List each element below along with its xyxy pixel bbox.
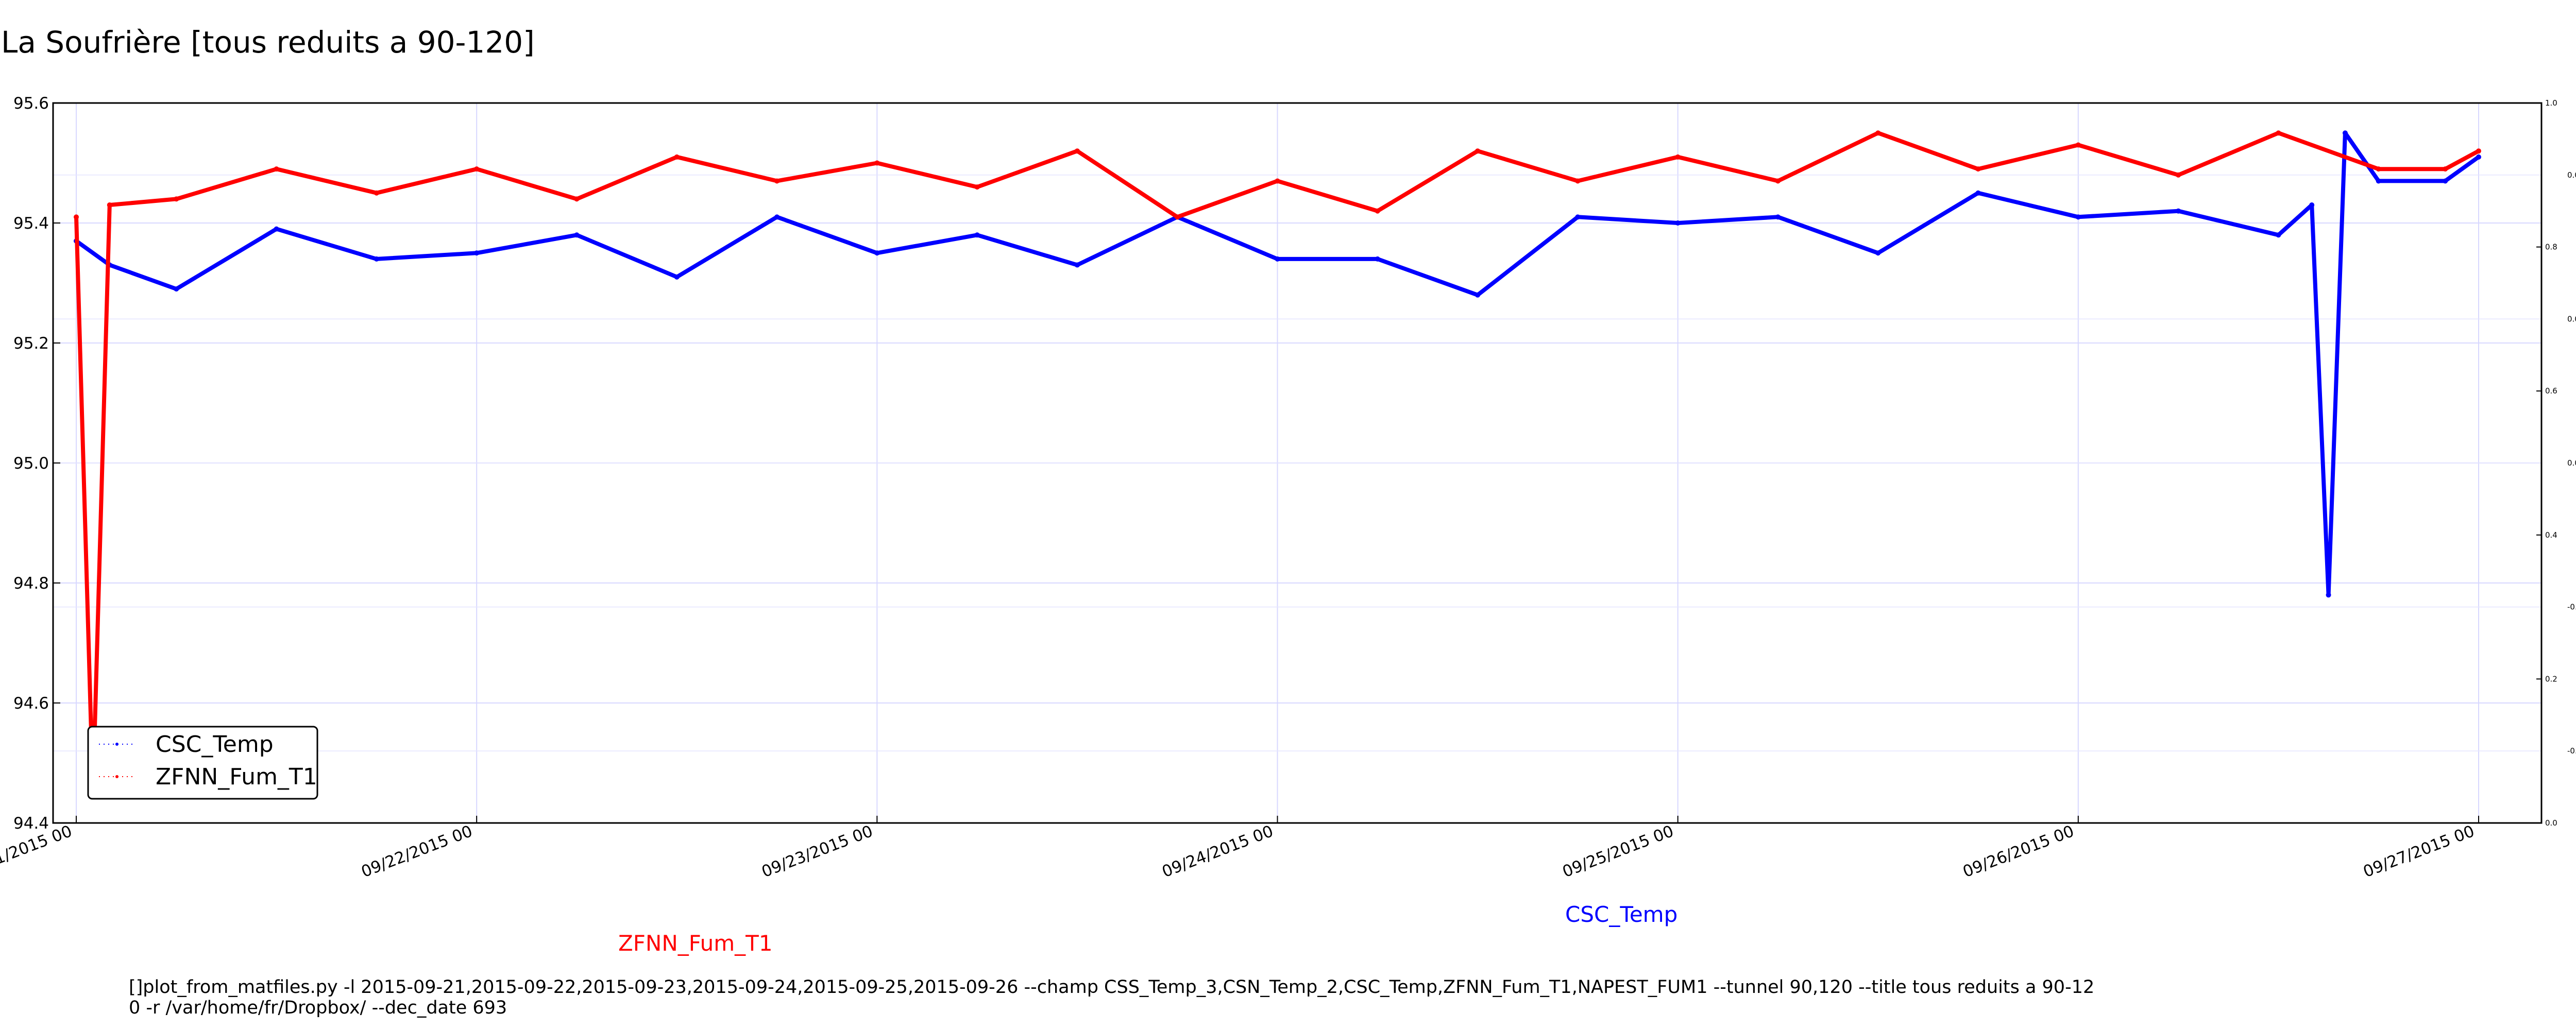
series-point-zfnn-fum-t1-0 <box>74 214 79 220</box>
series-point-csc-temp-9 <box>874 250 880 256</box>
series-point-csc-temp-11 <box>1074 262 1080 268</box>
series-line-csc-temp <box>74 131 2481 597</box>
legend-marker-csc-temp <box>115 743 118 746</box>
series-point-csc-temp-29 <box>2476 154 2481 160</box>
legend-box <box>87 726 318 800</box>
series-point-csc-temp-23 <box>2276 232 2281 238</box>
y-tick-label-6: 95.6 <box>13 94 49 113</box>
series-point-csc-temp-3 <box>274 226 279 232</box>
series-point-csc-temp-24 <box>2309 202 2315 208</box>
series-point-csc-temp-14 <box>1375 256 1380 262</box>
y-tick-label-3: 95.0 <box>13 454 49 473</box>
series-point-csc-temp-25 <box>2326 592 2331 598</box>
series-point-csc-temp-4 <box>374 256 379 262</box>
series-point-zfnn-fum-t1-20 <box>1875 130 1881 136</box>
series-point-csc-temp-19 <box>1875 250 1881 256</box>
series-point-zfnn-fum-t1-10 <box>874 160 880 166</box>
series-point-zfnn-fum-t1-4 <box>274 166 279 172</box>
series-point-zfnn-fum-t1-24 <box>2276 130 2281 136</box>
right-axis-tick-label-5: 1.0 <box>2545 98 2557 108</box>
right-axis-inner-tick-label-0: -0.04 <box>2567 746 2576 756</box>
y-tick-label-2: 94.8 <box>13 574 49 593</box>
chart-title: La Soufrière [tous reduits a 90-120] <box>1 25 535 60</box>
right-axis-inner-tick-label-1: -0.02 <box>2567 603 2576 612</box>
series-point-csc-temp-6 <box>574 232 580 238</box>
series-point-csc-temp-8 <box>774 214 780 220</box>
series-point-zfnn-fum-t1-19 <box>1775 178 1781 184</box>
series-point-zfnn-fum-t1-2 <box>107 202 112 208</box>
series-point-zfnn-fum-t1-12 <box>1074 148 1080 154</box>
series-point-zfnn-fum-t1-22 <box>2075 142 2081 148</box>
series-point-csc-temp-20 <box>1975 190 1981 196</box>
series-point-csc-temp-21 <box>2075 214 2081 220</box>
right-axis-tick-label-0: 0.0 <box>2545 818 2557 828</box>
y-tick-label-5: 95.4 <box>13 214 49 233</box>
legend-entry-csc-temp: CSC_Temp <box>99 731 274 758</box>
series-point-csc-temp-2 <box>174 286 179 292</box>
series-point-zfnn-fum-t1-21 <box>1975 166 1981 172</box>
legend-marker-zfnn-fum-t1 <box>115 775 118 778</box>
footer-label-csc-temp: CSC_Temp <box>1565 902 1677 927</box>
series-point-zfnn-fum-t1-18 <box>1675 154 1681 160</box>
plot-series <box>74 130 2481 796</box>
series-point-csc-temp-16 <box>1575 214 1581 220</box>
right-axis-inner-tick-label-4: 0.04 <box>2567 170 2576 180</box>
right-axis-tick-label-4: 0.8 <box>2545 243 2557 252</box>
series-point-zfnn-fum-t1-27 <box>2476 148 2481 154</box>
series-point-csc-temp-22 <box>2176 208 2181 214</box>
series-point-csc-temp-17 <box>1675 220 1681 226</box>
series-point-csc-temp-26 <box>2342 130 2348 136</box>
command-line-2: 0 -r /var/home/fr/Dropbox/ --dec_date 69… <box>129 998 507 1018</box>
series-point-csc-temp-10 <box>974 232 980 238</box>
y-tick-label-4: 95.2 <box>13 334 49 353</box>
series-point-zfnn-fum-t1-14 <box>1275 178 1280 184</box>
series-point-zfnn-fum-t1-13 <box>1175 214 1180 220</box>
series-point-zfnn-fum-t1-25 <box>2376 166 2381 172</box>
footer-label-zfnn-fum-t1: ZFNN_Fum_T1 <box>618 931 773 956</box>
y-tick-label-1: 94.6 <box>13 694 49 713</box>
series-point-zfnn-fum-t1-23 <box>2176 172 2181 178</box>
series-point-csc-temp-18 <box>1775 214 1781 220</box>
series-point-zfnn-fum-t1-8 <box>674 154 680 160</box>
series-point-zfnn-fum-t1-17 <box>1575 178 1581 184</box>
right-axis-tick-label-2: 0.4 <box>2545 530 2557 540</box>
series-point-csc-temp-15 <box>1475 292 1481 298</box>
series-point-zfnn-fum-t1-6 <box>474 166 480 172</box>
series-point-zfnn-fum-t1-15 <box>1375 208 1380 214</box>
right-axis-tick-label-3: 0.6 <box>2545 386 2557 396</box>
legend: CSC_Temp ZFNN_Fum_T1 <box>87 726 318 800</box>
series-point-csc-temp-7 <box>674 274 680 280</box>
right-axis-tick-label-1: 0.2 <box>2545 674 2557 683</box>
series-point-zfnn-fum-t1-26 <box>2443 166 2448 172</box>
series-point-zfnn-fum-t1-16 <box>1475 148 1481 154</box>
command-line-1: []plot_from_matfiles.py -l 2015-09-21,20… <box>129 977 2094 998</box>
series-line-zfnn-fum-t1 <box>74 131 2481 795</box>
right-axis: 0.0 0.2 0.4 0.6 0.8 1.0 -0.04 -0.02 0.00 0.02 0.04 <box>2536 98 2576 828</box>
legend-entry-zfnn-fum-t1: ZFNN_Fum_T1 <box>99 764 317 790</box>
series-point-csc-temp-28 <box>2443 178 2448 184</box>
series-point-csc-temp-27 <box>2376 178 2381 184</box>
legend-label-zfnn-fum-t1: ZFNN_Fum_T1 <box>156 764 317 790</box>
y-axis: 94.4 94.6 94.8 95.0 95.2 95.4 95.6 <box>13 94 60 833</box>
series-point-zfnn-fum-t1-7 <box>574 196 580 202</box>
series-point-zfnn-fum-t1-5 <box>374 190 379 196</box>
series-point-zfnn-fum-t1-3 <box>174 196 179 202</box>
series-point-csc-temp-13 <box>1275 256 1280 262</box>
series-point-zfnn-fum-t1-9 <box>774 178 780 184</box>
series-point-zfnn-fum-t1-11 <box>974 184 980 190</box>
right-axis-inner-tick-label-3: 0.02 <box>2567 314 2576 323</box>
y-tick-label-0: 94.4 <box>13 814 49 833</box>
series-point-csc-temp-5 <box>474 250 480 256</box>
legend-label-csc-temp: CSC_Temp <box>156 731 274 758</box>
right-axis-inner-tick-label-2: 0.00 <box>2567 458 2576 468</box>
